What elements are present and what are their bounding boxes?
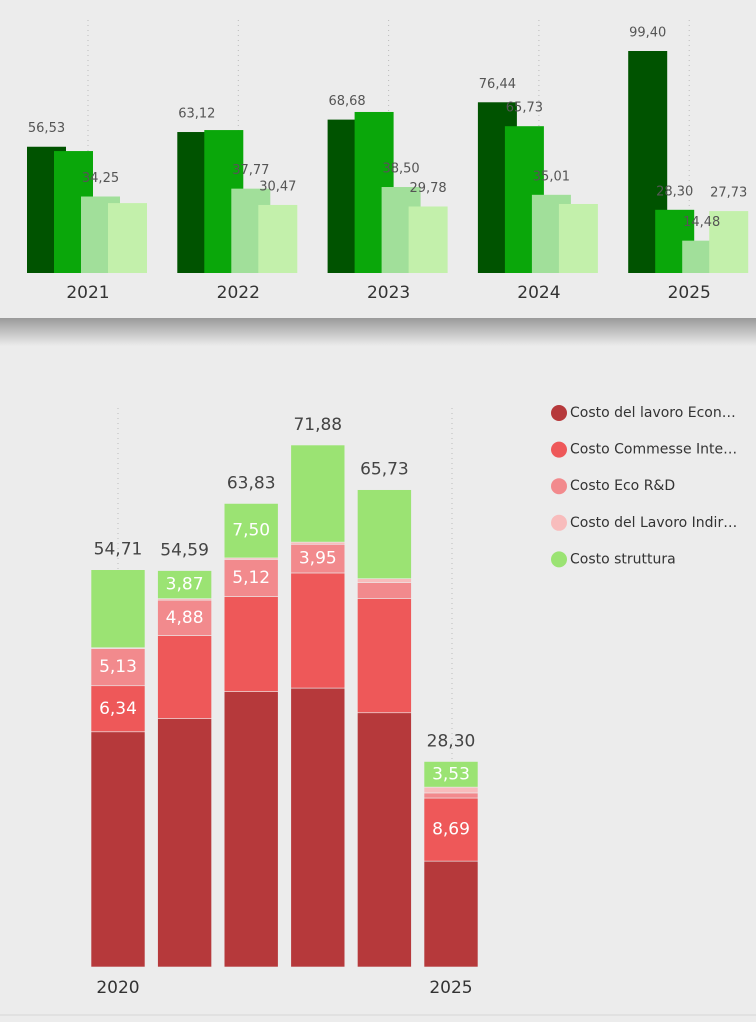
total-label: 54,59 [160, 541, 209, 561]
legend-marker [551, 551, 567, 568]
data-label: 3,95 [299, 549, 337, 569]
bar-segment [290, 444, 346, 543]
total-label: 54,71 [94, 540, 143, 560]
x-tick-label: 2023 [367, 283, 410, 303]
x-tick-label: 2021 [66, 283, 109, 303]
legend-marker [551, 478, 567, 495]
data-label: 3,87 [166, 575, 204, 595]
bar [709, 211, 749, 273]
data-label: 35,01 [533, 169, 570, 184]
bar-segment [290, 543, 346, 574]
data-label: 3,53 [432, 764, 470, 784]
bar-segment [223, 691, 279, 968]
bar-segment [157, 718, 212, 968]
bar-segment [290, 687, 346, 968]
bar-segment [90, 569, 146, 649]
data-label: 65,73 [506, 101, 543, 116]
bar-segment [357, 578, 412, 583]
bar-segment [290, 541, 346, 545]
data-label: 8,69 [432, 820, 470, 840]
data-label: 4,88 [166, 608, 204, 628]
total-label: 63,83 [227, 473, 276, 493]
bar [408, 206, 448, 273]
total-label: 71,88 [293, 415, 342, 435]
x-tick-label: 2020 [96, 978, 139, 998]
x-tick-label: 2025 [429, 978, 472, 998]
bar-segment [423, 860, 479, 968]
data-label: 38,50 [382, 162, 419, 177]
data-label: 7,50 [232, 521, 270, 541]
legend-marker [551, 441, 567, 458]
bar-segment [423, 797, 479, 862]
data-label: 63,12 [178, 107, 215, 122]
x-tick-label: 2025 [668, 283, 711, 303]
bar-segment [423, 786, 479, 794]
data-label: 34,25 [82, 171, 119, 186]
bar [108, 203, 147, 273]
legend-marker [551, 405, 567, 421]
bar-segment [290, 572, 346, 689]
bar-segment [357, 712, 412, 968]
data-label: 5,12 [232, 568, 270, 588]
x-tick-label: 2024 [517, 283, 560, 303]
data-label: 29,78 [409, 181, 446, 196]
data-label: 27,73 [710, 186, 747, 201]
data-label: 14,48 [683, 215, 720, 230]
bar-segment [223, 596, 279, 692]
legend-label: Costo struttura [570, 551, 676, 567]
bar-segment [223, 559, 279, 597]
bar-segment [223, 503, 279, 559]
data-label: 99,40 [629, 26, 666, 41]
x-tick-label: 2022 [217, 283, 260, 303]
legend-label: Costo Commesse Inte… [570, 442, 737, 458]
data-label: 76,44 [479, 77, 516, 92]
bar-segment [357, 489, 412, 579]
total-label: 28,30 [427, 731, 476, 751]
bar-segment [157, 570, 212, 599]
data-label: 37,77 [232, 163, 269, 178]
total-label: 65,73 [360, 460, 409, 480]
data-label: 68,68 [328, 94, 365, 109]
legend-label: Costo Eco R&D [570, 478, 675, 494]
data-label: 28,30 [656, 184, 693, 199]
data-label: 30,47 [259, 179, 296, 194]
legend-marker [551, 514, 567, 531]
data-label: 5,13 [99, 657, 137, 677]
bar-segment [357, 582, 412, 599]
bar-segment [423, 792, 479, 799]
data-label: 56,53 [28, 121, 65, 136]
bar-segment [90, 731, 146, 968]
bar-segment [423, 761, 479, 788]
bar-segment [357, 598, 412, 714]
legend-label: Costo del Lavoro Indir… [570, 515, 737, 531]
data-label: 6,34 [99, 699, 137, 719]
bar [558, 203, 598, 273]
bar [258, 204, 298, 273]
bar-segment [157, 635, 212, 719]
panel-shadow [0, 318, 756, 346]
legend-label: Costo del lavoro Econ… [570, 405, 736, 421]
bar-segment [90, 685, 146, 733]
